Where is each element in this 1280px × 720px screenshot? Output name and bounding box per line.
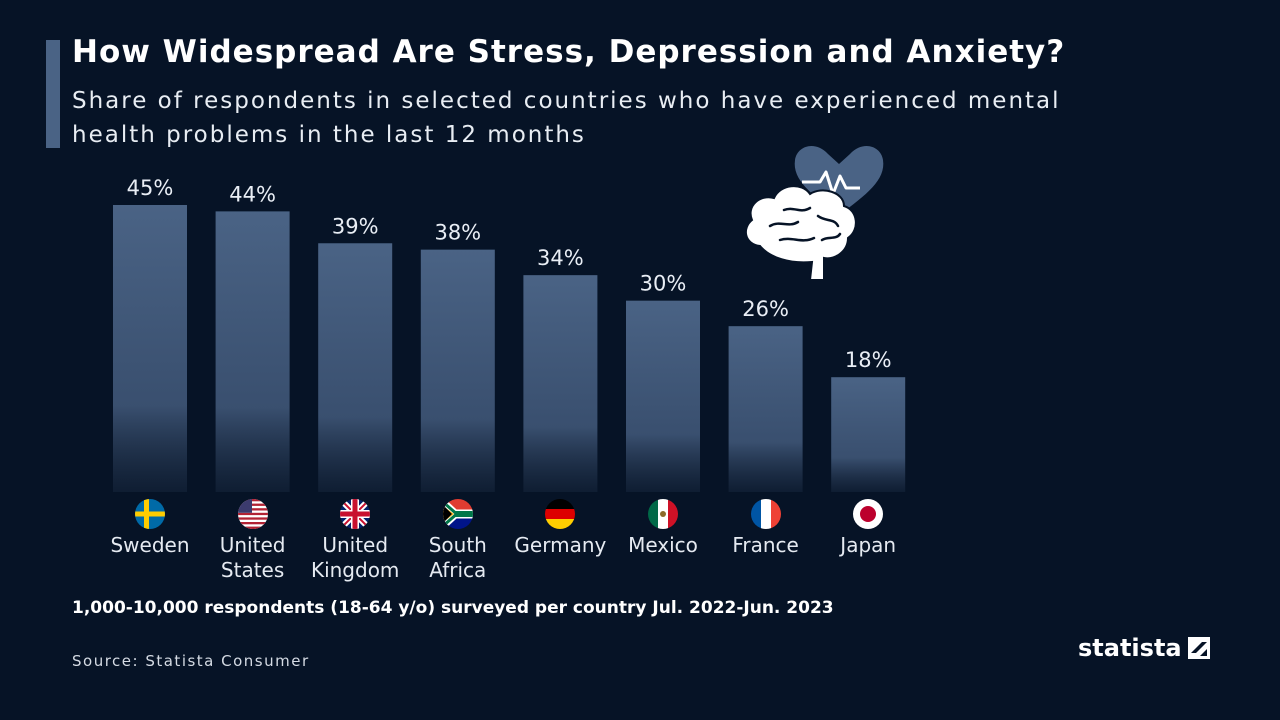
category-label-line1: Sweden (110, 533, 190, 557)
value-label: 30% (640, 272, 687, 296)
japan-flag-icon (853, 499, 884, 529)
value-label: 39% (332, 214, 379, 238)
statista-logo-icon (1187, 637, 1210, 659)
bar-sweden (113, 205, 187, 492)
brain-heart-icon (744, 146, 884, 281)
category-label: South Africa (403, 533, 513, 583)
mexico-flag-icon (648, 499, 678, 529)
survey-note: 1,000-10,000 respondents (18-64 y/o) sur… (72, 598, 834, 618)
category-label: United States (198, 533, 308, 583)
bar-united-states (215, 211, 290, 492)
category-label-line2: Kingdom (310, 558, 400, 582)
source-text: Source: Statista Consumer (72, 652, 310, 670)
uk-flag-icon (340, 499, 371, 529)
germany-flag-icon (545, 499, 576, 529)
category-label-line1: France (732, 533, 799, 557)
value-label: 45% (127, 176, 174, 200)
category-label: United Kingdom (300, 533, 410, 583)
chart-title: How Widespread Are Stress, Depression an… (72, 34, 1066, 70)
category-label-line1: Mexico (628, 533, 698, 557)
brand-wordmark: statista (1078, 634, 1182, 662)
bar-france (728, 326, 803, 492)
sweden-flag-icon (135, 499, 165, 529)
value-label: 26% (742, 297, 789, 321)
france-flag-icon (750, 499, 781, 529)
title-accent-bar (46, 40, 60, 148)
bar-mexico (626, 300, 700, 492)
category-label-line2: States (220, 558, 285, 582)
bar-south-africa (420, 249, 495, 492)
bar-japan (831, 377, 906, 492)
category-label-line1: Japan (840, 533, 897, 557)
category-label-line2: Africa (429, 558, 487, 582)
chart-subtitle: Share of respondents in selected countri… (72, 88, 1061, 148)
bar-united-kingdom (318, 243, 393, 492)
value-label: 38% (434, 221, 481, 245)
category-label: Japan (813, 533, 923, 558)
category-label: Sweden (95, 533, 205, 558)
value-label: 34% (537, 246, 584, 270)
category-label-line1: United (219, 533, 286, 557)
usa-flag-icon (237, 499, 268, 529)
value-label: 18% (845, 348, 892, 372)
category-label: Mexico (608, 533, 718, 558)
bar-germany (523, 275, 598, 492)
value-label: 44% (229, 182, 276, 206)
category-label: Germany (505, 533, 615, 558)
statista-logo: statista (1078, 634, 1210, 662)
south-africa-flag-icon (442, 499, 473, 529)
category-label: France (711, 533, 821, 558)
category-label-line1: United (322, 533, 389, 557)
category-label-line1: South (428, 533, 487, 557)
category-label-line1: Germany (514, 533, 607, 557)
